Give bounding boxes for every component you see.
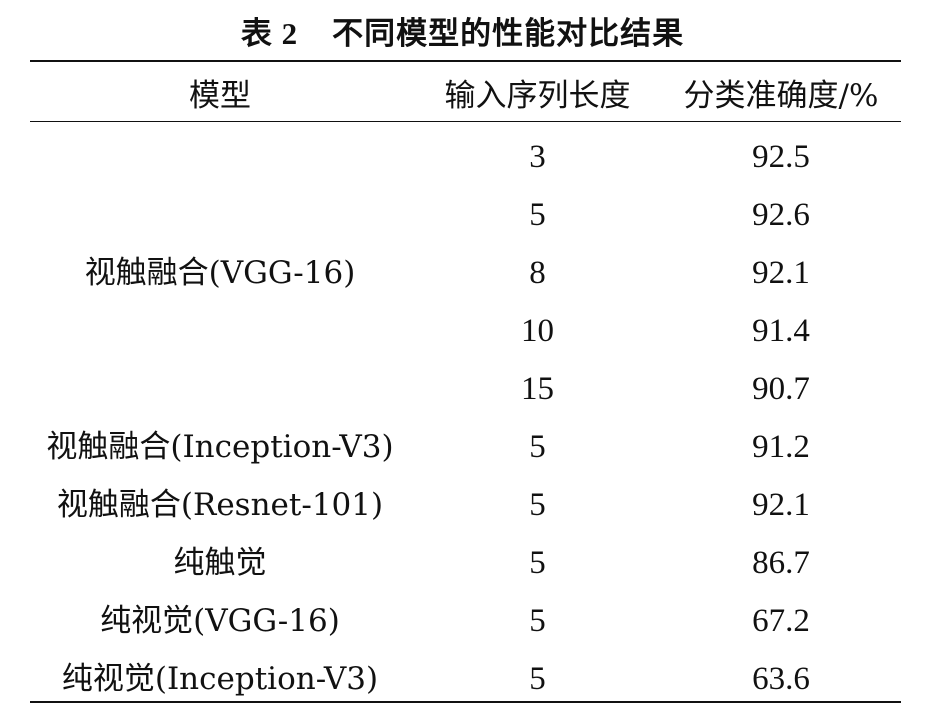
row-model: 纯触觉 [173,545,267,581]
row-model: 视触融合(Inception-V3) [46,429,394,465]
row-sequence-length: 3 [529,139,546,175]
bottom-rule [30,701,901,703]
header-rule [30,121,901,122]
row-accuracy: 90.7 [752,371,810,407]
row-sequence-length: 5 [529,545,546,581]
row-sequence-length: 5 [529,661,546,697]
row-sequence-length: 10 [521,313,554,349]
row-sequence-length: 15 [521,371,554,407]
row-model: 视触融合(Resnet-101) [56,487,384,523]
row-sequence-length: 8 [529,255,546,291]
row-accuracy: 92.5 [752,139,810,175]
header-accuracy: 分类准确度/% [683,78,879,114]
top-rule [30,60,901,62]
header-sequence-length: 输入序列长度 [444,78,631,114]
row-accuracy: 92.1 [752,255,810,291]
row-accuracy: 63.6 [752,661,810,697]
row-accuracy: 92.6 [752,197,810,233]
row-sequence-length: 5 [529,429,546,465]
row-sequence-length: 5 [529,197,546,233]
row-accuracy: 91.4 [752,313,810,349]
row-accuracy: 91.2 [752,429,810,465]
table-title: 不同模型的性能对比结果 [332,16,685,52]
row-sequence-length: 5 [529,487,546,523]
row-sequence-length: 5 [529,603,546,639]
row-accuracy: 86.7 [752,545,810,581]
table-number: 表 2 [240,16,299,51]
group-model-label: 视触融合(VGG-16) [84,255,356,291]
header-model: 模型 [189,78,251,114]
row-accuracy: 92.1 [752,487,810,523]
row-model: 纯视觉(VGG-16) [100,603,340,639]
row-model: 纯视觉(Inception-V3) [61,661,379,697]
row-accuracy: 67.2 [752,603,810,639]
table-caption: 表 2 不同模型的性能对比结果 [0,8,925,53]
